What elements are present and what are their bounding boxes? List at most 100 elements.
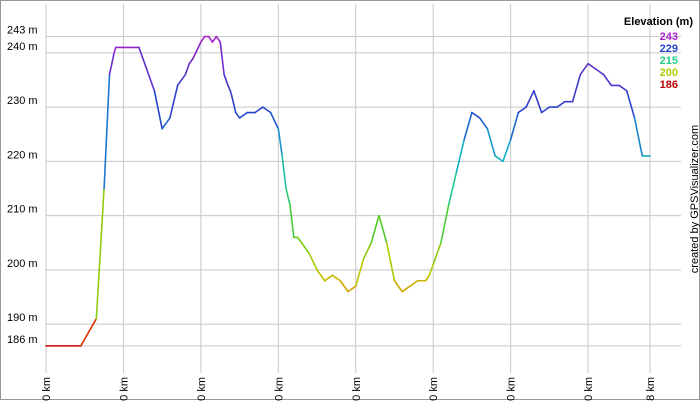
elevation-segment bbox=[385, 241, 396, 282]
elevation-segment bbox=[378, 214, 388, 244]
elevation-segment bbox=[207, 35, 214, 43]
x-tick-label: 2.0 km bbox=[196, 377, 208, 401]
elevation-segment bbox=[339, 279, 349, 293]
elevation-segment bbox=[227, 84, 232, 92]
legend-title: Elevation (m) bbox=[624, 16, 693, 28]
elevation-segment bbox=[238, 111, 249, 119]
elevation-segment bbox=[447, 171, 458, 206]
x-tick-label: 7.0 km bbox=[583, 377, 595, 401]
elevation-segment bbox=[262, 106, 272, 114]
legend-entry: 243 bbox=[660, 31, 678, 43]
elevation-segment bbox=[138, 46, 156, 92]
elevation-segment bbox=[200, 35, 206, 43]
elevation-segment bbox=[316, 269, 326, 282]
elevation-segment bbox=[231, 95, 237, 114]
elevation-segment bbox=[478, 117, 489, 130]
elevation-segment bbox=[188, 57, 194, 65]
grid bbox=[45, 4, 681, 373]
elevation-segment bbox=[455, 138, 465, 174]
elevation-segment bbox=[432, 241, 442, 266]
elevation-segment bbox=[192, 41, 202, 60]
x-tick-label: 6.0 km bbox=[506, 377, 518, 401]
elevation-segment bbox=[229, 90, 233, 98]
elevation-segment bbox=[347, 285, 357, 293]
elevation-segment bbox=[254, 106, 264, 114]
elevation-segment bbox=[633, 117, 644, 157]
elevation-segment bbox=[486, 128, 496, 157]
elevation-segment bbox=[289, 203, 295, 239]
y-tick-label: 240 m bbox=[7, 41, 38, 53]
elevation-segment bbox=[180, 73, 187, 81]
elevation-segment bbox=[393, 279, 404, 293]
elevation-segment bbox=[533, 90, 543, 114]
elevation-segment bbox=[525, 90, 535, 108]
elevation-segment bbox=[184, 62, 191, 76]
elevation-segment bbox=[494, 155, 504, 163]
elevation-segment bbox=[509, 111, 520, 141]
elevation-segment bbox=[223, 73, 229, 87]
elevation-segment bbox=[409, 279, 419, 287]
elevation-segment bbox=[113, 46, 117, 54]
elevation-segment bbox=[401, 285, 411, 293]
elevation-segment bbox=[80, 317, 98, 347]
elevation-segment bbox=[625, 90, 636, 119]
elevation-segment bbox=[428, 263, 434, 277]
elevation-segment bbox=[219, 41, 225, 76]
y-tick-label: 220 m bbox=[7, 149, 38, 161]
elevation-segment bbox=[602, 73, 613, 87]
elevation-segment bbox=[370, 214, 380, 244]
elevation-segment bbox=[362, 241, 373, 260]
elevation-segment bbox=[296, 236, 303, 244]
elevation-segment bbox=[176, 79, 183, 87]
elevation-segment bbox=[440, 203, 450, 244]
x-tick-label: 1.0 km bbox=[118, 377, 130, 401]
elevation-segment bbox=[618, 84, 628, 92]
elevation-segment bbox=[211, 35, 218, 43]
legend-entry: 215 bbox=[660, 55, 678, 67]
elevation-segment bbox=[463, 111, 473, 141]
elevation-segment bbox=[540, 106, 551, 114]
y-tick-label: 200 m bbox=[7, 258, 38, 270]
elevation-segment bbox=[269, 111, 280, 130]
y-tick-label: 210 m bbox=[7, 204, 38, 216]
elevation-segment bbox=[502, 138, 512, 163]
elevation-segment bbox=[579, 62, 589, 76]
x-tick-label: 7.8 km bbox=[645, 377, 657, 401]
elevation-segment bbox=[161, 117, 171, 130]
y-tick-label: 243 m bbox=[7, 25, 38, 37]
elevation-series-line bbox=[45, 35, 651, 347]
elevation-segment bbox=[308, 252, 318, 271]
legend-entry: 200 bbox=[660, 67, 678, 79]
y-tick-label: 230 m bbox=[7, 95, 38, 107]
elevation-segment bbox=[424, 274, 431, 282]
elevation-segment bbox=[285, 187, 291, 206]
x-tick-label: 5.0 km bbox=[428, 377, 440, 401]
legend-entry: 186 bbox=[660, 79, 678, 91]
y-tick-label: 190 m bbox=[7, 312, 38, 324]
y-axis-ticks: 186 m 190 m 200 m 210 m 220 m 230 m 240 m 243 m bbox=[7, 25, 38, 346]
x-tick-label: 0.0 km bbox=[41, 377, 53, 401]
elevation-segment bbox=[234, 111, 241, 119]
elevation-segment bbox=[556, 100, 566, 108]
legend-entry: 229 bbox=[660, 43, 678, 55]
elevation-segment bbox=[587, 62, 597, 70]
elevation-segment bbox=[169, 84, 179, 119]
elevation-segment bbox=[331, 274, 342, 282]
x-tick-label: 4.0 km bbox=[351, 377, 363, 401]
x-axis-ticks: 0.0 km 1.0 km 2.0 km 3.0 km 4.0 km 5.0 km 6.0 … bbox=[41, 377, 657, 406]
elevation-segment bbox=[95, 187, 105, 320]
elevation-segment bbox=[571, 73, 582, 103]
elevation-segment bbox=[108, 52, 115, 76]
elevation-segment bbox=[595, 68, 605, 76]
elevation-segment bbox=[215, 35, 222, 43]
x-tick-label: 3.0 km bbox=[273, 377, 285, 401]
elevation-segment bbox=[103, 73, 111, 190]
elevation-segment bbox=[277, 128, 283, 157]
elevation-segment bbox=[153, 90, 163, 130]
elevation-segment bbox=[323, 274, 334, 282]
elevation-segment bbox=[517, 106, 527, 114]
